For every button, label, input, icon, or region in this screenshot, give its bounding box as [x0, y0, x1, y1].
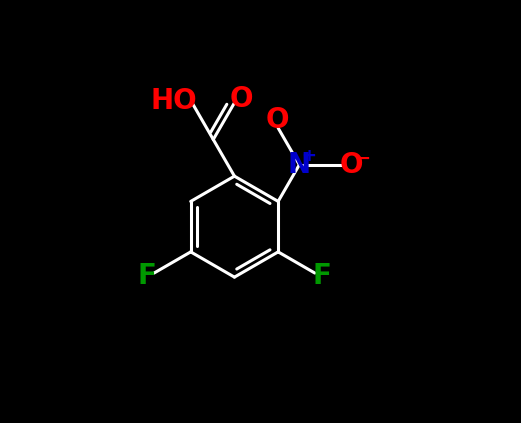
Text: N: N [288, 151, 311, 179]
Text: O: O [230, 85, 253, 113]
Text: O: O [340, 151, 363, 179]
Text: HO: HO [151, 87, 197, 115]
Text: F: F [313, 262, 332, 290]
Text: O: O [265, 106, 289, 134]
Text: F: F [137, 262, 156, 290]
Text: −: − [355, 150, 370, 168]
Text: +: + [302, 147, 317, 165]
